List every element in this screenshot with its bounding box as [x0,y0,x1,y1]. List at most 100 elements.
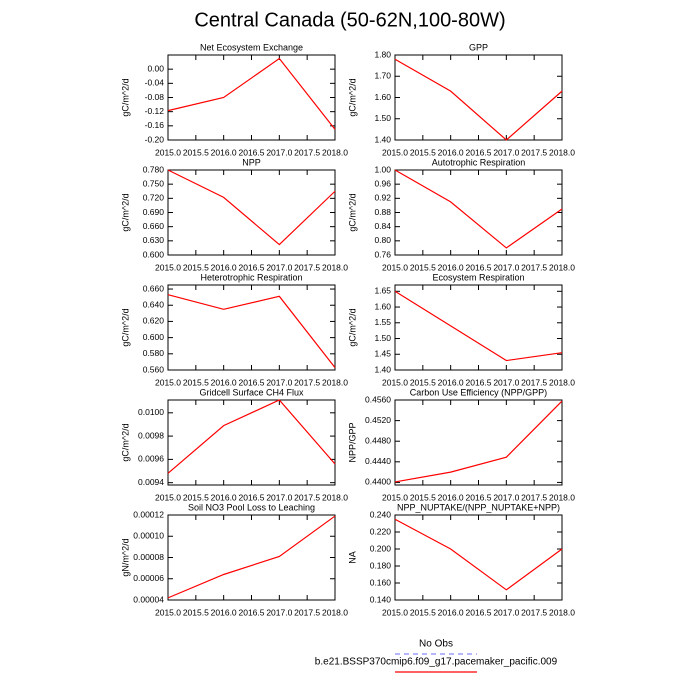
y-tick-label: 0.0100 [138,407,164,417]
x-tick-label: 2017.5 [294,262,320,272]
data-line [167,169,336,246]
x-tick-label: 2017.5 [294,492,320,502]
x-tick-label: 2015.0 [382,377,408,387]
x-tick-label: 2015.0 [155,377,181,387]
y-tick-label: 0.600 [143,249,165,259]
x-tick-label: 2015.5 [183,607,209,617]
y-tick-label: 0.630 [143,235,165,245]
x-tick-label: 2017.5 [521,147,547,157]
x-tick-label: 2016.0 [211,147,237,157]
x-tick-label: 2015.5 [183,377,209,387]
x-tick-label: 2016.5 [239,147,265,157]
x-tick-label: 2017.0 [266,492,292,502]
data-line [394,400,563,483]
y-tick-label: 0.4560 [365,394,391,404]
x-tick-label: 2016.0 [211,607,237,617]
y-tick-label: 0.720 [143,193,165,203]
y-tick-label: 0.690 [143,207,165,217]
x-tick-label: 2016.5 [239,607,265,617]
x-tick-label: 2018.0 [322,377,348,387]
x-tick-label: 2017.0 [493,262,519,272]
x-tick-label: 2018.0 [549,377,575,387]
y-tick-label: 1.40 [374,364,391,374]
x-tick-label: 2016.0 [211,377,237,387]
y-tick-label: 0.200 [370,543,392,553]
legend-label: No Obs [419,639,453,650]
x-tick-label: 2015.0 [155,607,181,617]
data-line [167,399,336,474]
x-tick-label: 2017.5 [521,377,547,387]
x-tick-label: 2017.5 [294,147,320,157]
y-tick-label: 0.780 [143,164,165,174]
y-tick-label: 0.0094 [138,477,164,487]
y-tick-label: 0.00010 [133,531,164,541]
y-tick-label: 0.00004 [133,594,164,604]
panel-title: Heterotrophic Respiration [200,272,302,282]
y-axis-label: NA [347,551,357,564]
y-tick-label: 1.80 [374,49,391,59]
x-tick-label: 2018.0 [322,492,348,502]
x-tick-label: 2017.5 [294,377,320,387]
x-tick-label: 2016.5 [466,262,492,272]
x-tick-label: 2016.0 [438,607,464,617]
x-tick-label: 2016.5 [466,147,492,157]
y-tick-label: -0.08 [145,92,165,102]
y-tick-label: 0.160 [370,577,392,587]
y-tick-label: 0.240 [370,509,392,519]
y-tick-label: 0.600 [143,332,165,342]
x-tick-label: 2016.0 [438,147,464,157]
y-tick-label: -0.12 [145,106,165,116]
y-tick-label: -0.16 [145,120,165,130]
y-axis-label: gC/m^2/d [347,78,357,116]
panel-title: GPP [469,42,488,52]
y-tick-label: 0.180 [370,560,392,570]
y-tick-label: -0.04 [145,78,165,88]
x-tick-label: 2016.0 [211,492,237,502]
x-tick-label: 2017.5 [521,262,547,272]
y-axis-label: gC/m^2/d [120,193,130,231]
y-tick-label: 0.0098 [138,430,164,440]
x-tick-label: 2018.0 [549,492,575,502]
x-tick-label: 2017.0 [266,147,292,157]
y-tick-label: 1.70 [374,71,391,81]
x-tick-label: 2017.5 [294,607,320,617]
panel-title: Carbon Use Efficiency (NPP/GPP) [410,387,547,397]
x-tick-label: 2015.5 [410,147,436,157]
y-tick-label: 1.60 [374,301,391,311]
x-tick-label: 2015.5 [183,147,209,157]
y-tick-label: 1.50 [374,113,391,123]
x-tick-label: 2017.5 [521,607,547,617]
panel-title: Soil NO3 Pool Loss to Leaching [188,502,315,512]
x-tick-label: 2018.0 [322,607,348,617]
panel-title: Autotrophic Respiration [432,157,526,167]
x-tick-label: 2016.0 [211,262,237,272]
y-tick-label: 1.60 [374,92,391,102]
x-tick-label: 2016.5 [466,492,492,502]
y-tick-label: -0.20 [145,134,165,144]
y-tick-label: 1.00 [374,164,391,174]
x-tick-label: 2015.0 [155,262,181,272]
data-line [167,294,336,368]
plot-frame [394,514,563,601]
plot-frame [394,54,563,141]
x-tick-label: 2016.0 [438,377,464,387]
x-tick-label: 2015.0 [382,607,408,617]
x-tick-label: 2018.0 [322,147,348,157]
y-tick-label: 0.0096 [138,454,164,464]
y-tick-label: 0.620 [143,316,165,326]
y-tick-label: 0.220 [370,526,392,536]
y-tick-label: 0.660 [143,283,165,293]
y-tick-label: 0.88 [374,207,391,217]
x-tick-label: 2017.5 [521,492,547,502]
plot-frame [394,399,563,486]
x-tick-label: 2017.0 [493,492,519,502]
y-tick-label: 0.80 [374,235,391,245]
y-tick-label: 0.640 [143,299,165,309]
x-tick-label: 2015.0 [382,492,408,502]
panel-title: Ecosystem Respiration [432,272,524,282]
x-tick-label: 2015.5 [183,262,209,272]
data-line [167,57,336,130]
y-tick-label: 0.140 [370,594,392,604]
panel-title: Net Ecosystem Exchange [200,42,303,52]
